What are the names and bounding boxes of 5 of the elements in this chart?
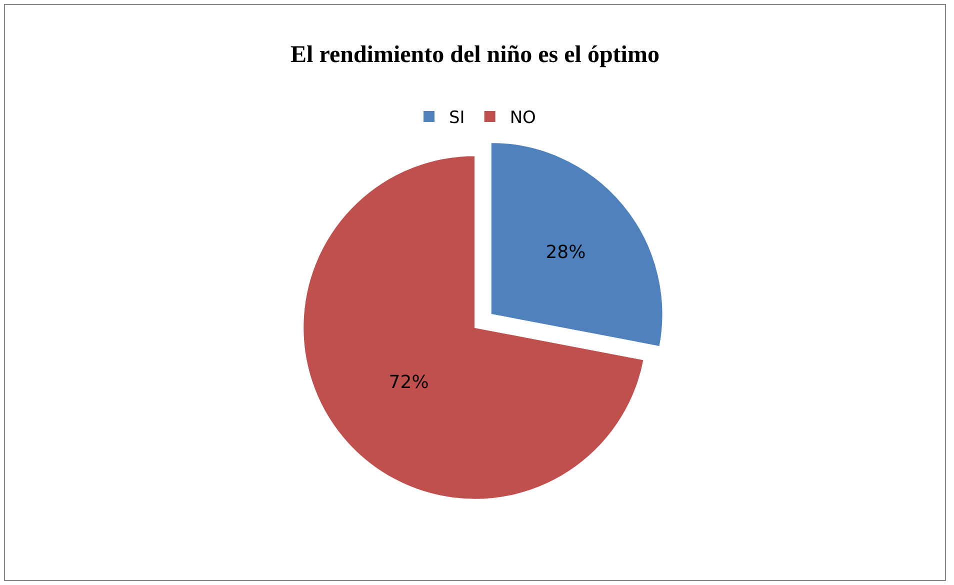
- legend-label: SI: [449, 108, 465, 128]
- data-label: 28%: [546, 242, 586, 263]
- legend-label: NO: [510, 108, 536, 128]
- chart-title: El rendimiento del niño es el óptimo: [290, 42, 660, 68]
- data-label: 72%: [388, 372, 429, 393]
